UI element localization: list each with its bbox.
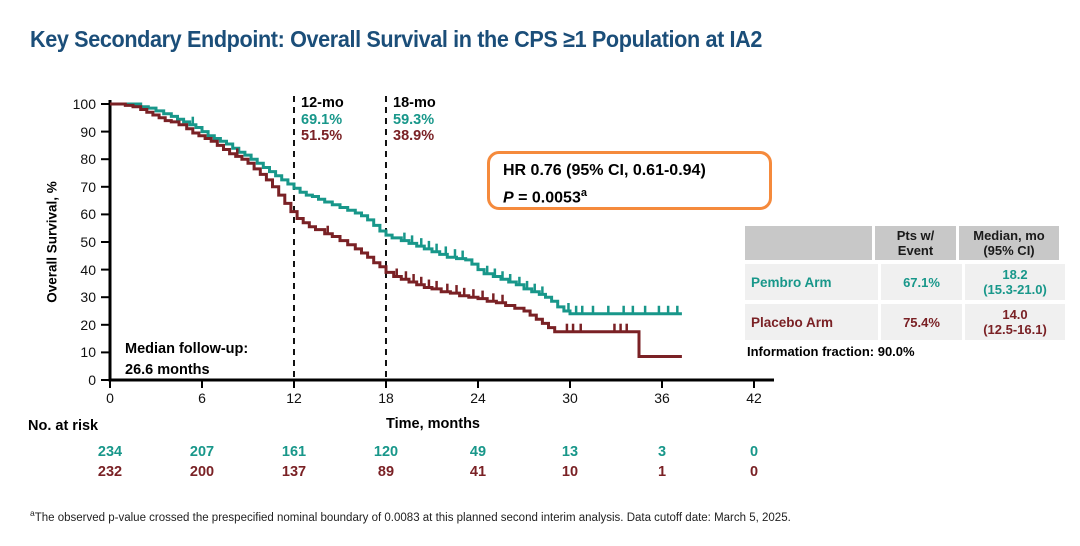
survival-curve-placebo [110, 102, 682, 358]
page-title: Key Secondary Endpoint: Overall Survival… [30, 26, 763, 52]
survival-curve-pembro [110, 102, 682, 316]
